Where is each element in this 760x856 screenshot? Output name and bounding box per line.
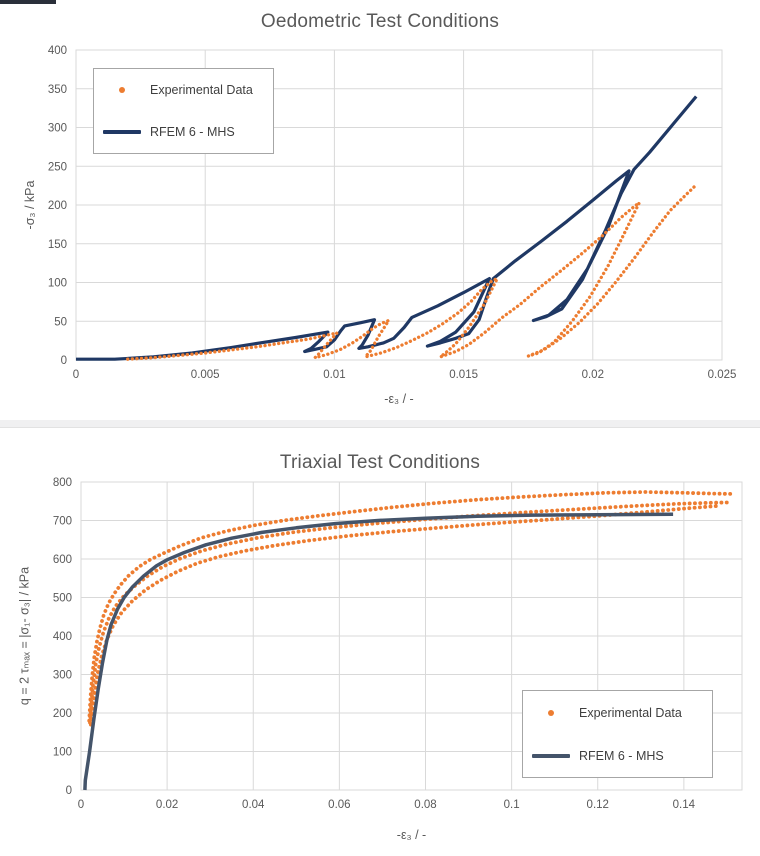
x-tick-label: 0.02 [156,799,178,811]
x-tick-label: 0.12 [587,799,609,811]
x-tick-label: 0.025 [708,369,737,381]
y-tick-label: 600 [53,554,72,566]
y-tick-label: 100 [53,747,72,759]
y-axis-label: -σ₃ / kPa [23,180,37,230]
series-rfem-6-mhs [76,95,698,361]
series-experimental-data [126,183,698,361]
y-tick-label: 500 [53,593,72,605]
y-tick-label: 250 [48,161,67,173]
legend-label: Experimental Data [150,83,253,97]
x-tick-label: 0 [78,799,84,811]
x-tick-label: 0.06 [328,799,350,811]
legend-item-rfem: RFEM 6 - MHS [94,125,273,139]
y-tick-label: 400 [53,631,72,643]
x-tick-label: 0.14 [673,799,696,811]
y-tick-label: 300 [53,670,72,682]
y-tick-label: 100 [48,278,67,290]
oedometric-plot-area: 0 50 100 150 200 250 300 350 400 0 0.005 0.01 0.015 0… [48,45,737,381]
y-tick-label: 700 [53,516,72,528]
x-axis-label: -ε₃ / - [384,392,414,406]
triaxial-plot-area: 0 100 200 300 400 500 600 700 800 0 0.02 0.04 0.06 0.… [53,477,743,811]
y-tick-label: 0 [61,355,67,367]
y-tick-label: 0 [66,785,72,797]
legend-label: RFEM 6 - MHS [579,748,664,763]
x-tick-label: 0 [73,369,79,381]
section-divider [0,420,760,428]
series-experimental-data-strand-3- [89,504,721,727]
y-tick-label: 300 [48,123,67,135]
x-tick-label: 0.015 [449,369,478,381]
legend-marker-cell [94,130,150,134]
legend-marker-cell [523,709,579,716]
y-tick-label: 800 [53,477,72,489]
plot-border [80,481,743,791]
line-marker-icon [103,130,141,134]
legend-label: Experimental Data [579,705,682,720]
y-axis-label: q = 2 τₘₐₓ = |σ₁- σ₃| / kPa [17,566,32,706]
y-tick-label: 400 [48,45,67,57]
plot-border [75,49,723,361]
series-experimental-data-strand-2- [88,500,734,725]
x-tick-label: 0.005 [191,369,220,381]
y-tick-label: 150 [48,239,67,251]
y-tick-label: 50 [54,316,67,328]
dot-marker-icon [119,87,125,93]
legend-item-experimental: Experimental Data [523,706,712,720]
x-tick-label: 0.04 [242,799,265,811]
x-tick-label: 0.08 [414,799,436,811]
chart-title: Oedometric Test Conditions [260,11,500,32]
series-rfem-6-mhs [83,512,674,791]
x-axis-label: -ε₃ / - [396,828,427,842]
dot-marker-icon [548,709,554,716]
legend-item-experimental: Experimental Data [94,83,273,97]
legend-marker-cell [94,87,150,93]
series-experimental-data-strand-1- [87,490,734,723]
chart-title: Triaxial Test Conditions [279,452,481,473]
legend-label: RFEM 6 - MHS [150,125,235,139]
y-tick-label: 200 [53,708,72,720]
x-tick-label: 0.1 [504,799,520,811]
x-tick-label: 0.02 [582,369,604,381]
x-tick-label: 0.01 [323,369,345,381]
screenshot-edge-artifact [0,0,56,4]
y-tick-label: 350 [48,84,67,96]
y-tick-label: 200 [48,200,67,212]
line-marker-icon [532,753,570,758]
oedometric-chart: Oedometric Test Conditions 0 50 100 150 200 2… [0,0,760,420]
legend-item-rfem: RFEM 6 - MHS [523,749,712,763]
legend: Experimental Data RFEM 6 - MHS [522,690,713,778]
legend-marker-cell [523,753,579,758]
triaxial-chart: Triaxial Test Conditions 0 100 200 300 400 50… [0,428,760,856]
legend: Experimental Data RFEM 6 - MHS [93,68,274,154]
